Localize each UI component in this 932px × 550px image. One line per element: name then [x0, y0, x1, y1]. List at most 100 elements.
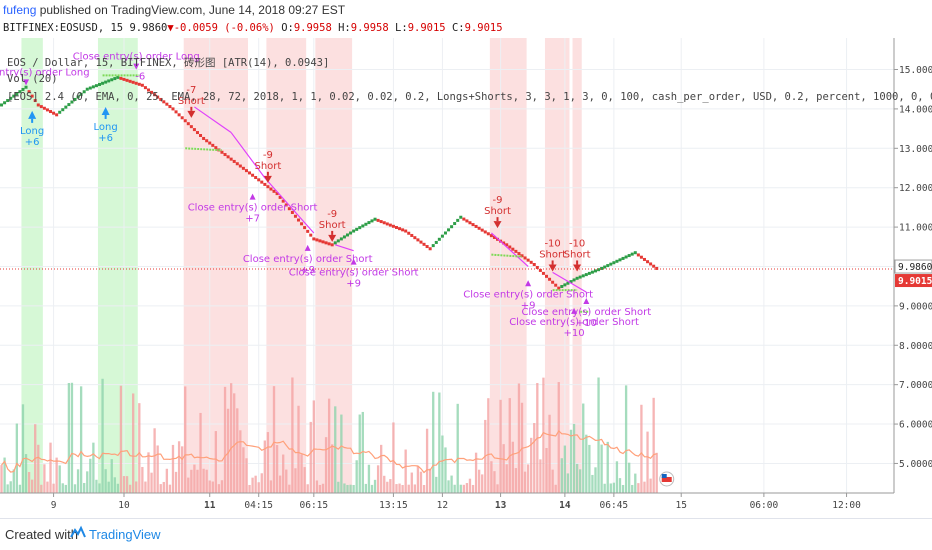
y-tick-label: 15.0000: [899, 65, 932, 76]
renko-brick: [532, 263, 536, 267]
volume-bar: [419, 471, 423, 493]
renko-brick: [156, 95, 160, 99]
volume-bar: [98, 483, 101, 493]
author-link[interactable]: fufeng: [3, 3, 37, 17]
volume-bar: [278, 475, 282, 493]
volume-legend[interactable]: Vol (20): [7, 73, 58, 85]
renko-brick: [434, 240, 438, 244]
renko-brick: [6, 99, 10, 103]
renko-brick: [333, 241, 337, 245]
tradingview-link[interactable]: TradingView: [89, 527, 161, 542]
renko-brick: [49, 110, 53, 114]
volume-bar: [508, 398, 511, 493]
stop-line: [194, 106, 232, 134]
volume-bar: [334, 406, 337, 493]
volume-bar: [251, 477, 254, 493]
renko-brick: [131, 80, 135, 84]
strategy-legend[interactable]: [EOS] 2.4 (0, EMA, 0, 25, EMA, 28, 72, 2…: [7, 91, 932, 103]
renko-brick: [465, 219, 469, 223]
renko-brick: [45, 108, 49, 112]
volume-bar: [566, 473, 570, 493]
renko-brick: [94, 84, 98, 88]
renko-brick: [180, 116, 184, 120]
volume-bar: [416, 466, 420, 493]
renko-brick: [113, 77, 117, 81]
volume-bar: [554, 484, 557, 493]
volume-bar: [3, 457, 6, 493]
renko-brick: [39, 105, 43, 109]
renko-brick: [529, 260, 533, 264]
y-tick-label: 6.0000: [899, 420, 932, 431]
renko-brick: [630, 252, 634, 256]
renko-brick: [603, 265, 607, 269]
renko-brick: [584, 273, 588, 277]
volume-bar: [438, 392, 441, 493]
volume-bar: [92, 442, 95, 493]
renko-brick: [266, 185, 270, 189]
renko-brick: [398, 227, 402, 231]
volume-bar: [257, 482, 260, 493]
last-price-box: [894, 259, 932, 274]
volume-bar: [214, 431, 218, 493]
volume-bar: [364, 483, 368, 493]
volume-bar: [300, 454, 303, 493]
volume-bar: [9, 481, 12, 493]
y-tick-label: 11.0000: [899, 223, 932, 234]
volume-bar: [346, 484, 349, 493]
x-tick-label: 04:15: [244, 500, 273, 511]
volume-bar: [450, 475, 453, 493]
publish-text: published on TradingView.com, June 14, 2…: [36, 3, 346, 17]
volume-bar: [422, 484, 426, 493]
renko-brick: [64, 105, 68, 109]
renko-brick: [300, 222, 304, 226]
volume-bar: [591, 474, 594, 493]
volume-bar: [652, 397, 655, 493]
volume-bar: [297, 405, 300, 493]
high-value: 9.9958: [350, 22, 389, 34]
renko-brick: [0, 103, 4, 107]
volume-bar: [569, 429, 573, 493]
renko-brick: [373, 217, 377, 221]
close-signal-label: Close entry(s) order Short: [463, 289, 593, 300]
y-tick-label: 8.0000: [899, 341, 932, 352]
volume-bar: [107, 481, 110, 493]
close-signal-label: Close entry(s) order Short: [289, 268, 419, 279]
volume-bar: [220, 480, 224, 493]
renko-brick: [541, 271, 545, 275]
volume-bar: [150, 472, 153, 493]
volume-bar: [79, 386, 83, 493]
x-tick-label: 9: [51, 500, 57, 511]
renko-brick: [257, 178, 261, 182]
renko-brick: [652, 264, 656, 268]
series-legend[interactable]: EOS / Dollar, 15, BITFINEX, 砖形图 [ATR(14)…: [7, 57, 330, 69]
renko-brick: [407, 231, 411, 235]
volume-bar: [594, 467, 597, 493]
volume-bar: [49, 442, 52, 493]
renko-brick: [293, 214, 297, 218]
y-tick-label: 13.0000: [899, 144, 932, 155]
renko-brick: [107, 79, 111, 83]
renko-brick: [272, 189, 276, 193]
renko-brick: [303, 226, 307, 230]
renko-brick: [554, 283, 558, 287]
volume-bar: [190, 469, 193, 493]
x-tick-label: 12:00: [832, 500, 861, 511]
volume-bar: [239, 430, 242, 493]
zone-short: [315, 38, 353, 493]
renko-brick: [82, 90, 86, 94]
renko-brick: [639, 255, 643, 259]
renko-brick: [633, 251, 637, 255]
volume-bar: [444, 447, 447, 493]
renko-brick: [590, 270, 594, 274]
renko-brick: [474, 224, 478, 228]
volume-bar: [248, 484, 251, 493]
volume-bar: [181, 446, 184, 493]
renko-brick: [646, 260, 650, 264]
renko-brick: [612, 261, 616, 265]
renko-brick: [545, 274, 549, 278]
renko-brick: [244, 169, 248, 173]
volume-bar: [496, 484, 499, 493]
volume-bar: [138, 403, 141, 493]
renko-brick: [211, 143, 215, 147]
